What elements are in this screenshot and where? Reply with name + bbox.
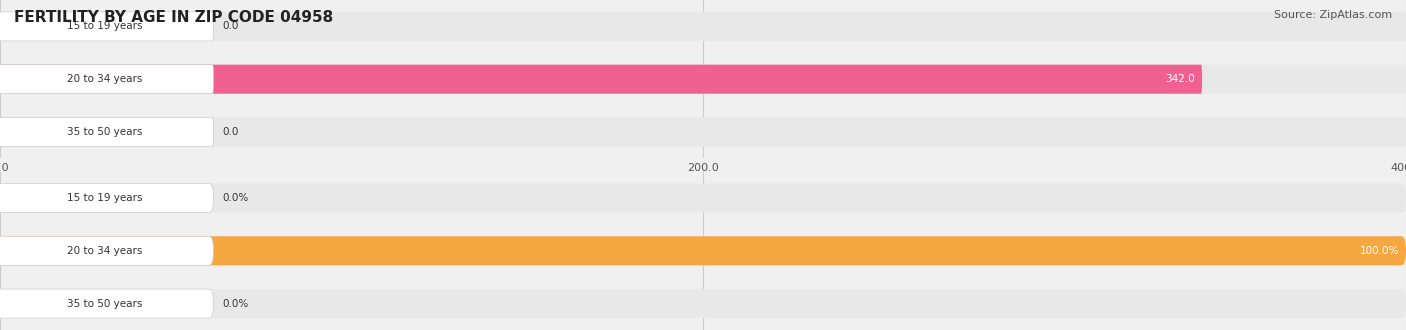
Text: 35 to 50 years: 35 to 50 years bbox=[67, 127, 142, 137]
Text: 15 to 19 years: 15 to 19 years bbox=[67, 193, 142, 203]
Text: 100.0%: 100.0% bbox=[1360, 246, 1399, 256]
Text: 20 to 34 years: 20 to 34 years bbox=[67, 74, 142, 84]
FancyBboxPatch shape bbox=[0, 12, 214, 41]
FancyBboxPatch shape bbox=[0, 236, 214, 265]
Text: 20 to 34 years: 20 to 34 years bbox=[67, 246, 142, 256]
Text: 0.0: 0.0 bbox=[222, 21, 239, 31]
FancyBboxPatch shape bbox=[0, 183, 214, 213]
Text: 0.0%: 0.0% bbox=[222, 299, 249, 309]
FancyBboxPatch shape bbox=[0, 65, 214, 94]
Text: 0.0: 0.0 bbox=[222, 127, 239, 137]
FancyBboxPatch shape bbox=[0, 289, 1406, 318]
Text: 342.0: 342.0 bbox=[1166, 74, 1195, 84]
Text: 35 to 50 years: 35 to 50 years bbox=[67, 299, 142, 309]
FancyBboxPatch shape bbox=[0, 183, 1406, 213]
Text: Source: ZipAtlas.com: Source: ZipAtlas.com bbox=[1274, 10, 1392, 20]
FancyBboxPatch shape bbox=[0, 236, 1406, 265]
FancyBboxPatch shape bbox=[0, 12, 1406, 41]
FancyBboxPatch shape bbox=[0, 65, 1202, 94]
Text: FERTILITY BY AGE IN ZIP CODE 04958: FERTILITY BY AGE IN ZIP CODE 04958 bbox=[14, 10, 333, 25]
FancyBboxPatch shape bbox=[0, 236, 1406, 265]
Text: 15 to 19 years: 15 to 19 years bbox=[67, 21, 142, 31]
FancyBboxPatch shape bbox=[0, 65, 1406, 94]
FancyBboxPatch shape bbox=[0, 117, 1406, 147]
Text: 0.0%: 0.0% bbox=[222, 193, 249, 203]
FancyBboxPatch shape bbox=[0, 117, 214, 147]
FancyBboxPatch shape bbox=[0, 289, 214, 318]
